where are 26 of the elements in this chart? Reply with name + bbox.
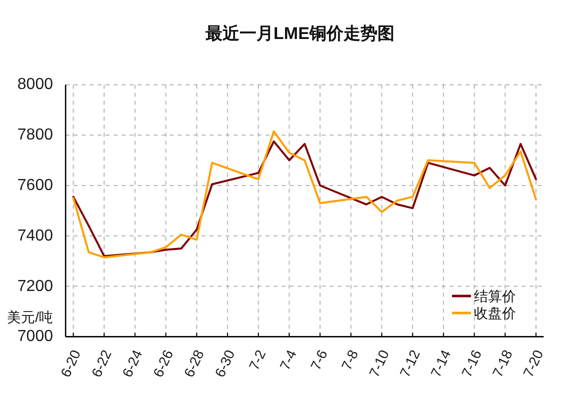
x-tick-label: 7-8 — [338, 347, 362, 372]
x-tick-label: 6-30 — [211, 347, 238, 380]
x-tick-label: 7-12 — [396, 347, 423, 380]
y-axis-title: 美元/吨 — [7, 309, 53, 325]
y-tick-label: 7000 — [17, 328, 54, 346]
x-tick-label: 6-24 — [118, 347, 146, 380]
x-tick-label: 7-16 — [458, 347, 485, 380]
y-tick-label: 7400 — [17, 227, 54, 244]
x-tick-label: 6-28 — [180, 347, 208, 380]
x-tick-label: 6-20 — [57, 347, 84, 380]
chart-title: 最近一月LME铜价走势图 — [204, 24, 394, 43]
x-tick-label: 7-2 — [246, 347, 269, 372]
x-tick-label: 7-20 — [520, 347, 546, 380]
y-tick-label: 7200 — [17, 278, 54, 295]
y-tick-label: 7600 — [17, 177, 54, 194]
x-tick-label: 7-14 — [427, 347, 454, 380]
x-tick-label: 7-10 — [366, 347, 392, 380]
x-tick-label: 6-26 — [150, 347, 176, 380]
y-tick-label: 7800 — [17, 126, 54, 144]
legend-label: 结算价 — [474, 288, 516, 304]
legend-label: 收盘价 — [474, 305, 516, 321]
x-tick-label: 7-4 — [276, 347, 300, 372]
x-tick-label: 6-22 — [88, 347, 114, 380]
x-tick-label: 7-6 — [307, 347, 330, 372]
y-tick-label: 8000 — [17, 76, 54, 94]
x-tick-label: 7-18 — [489, 347, 516, 380]
